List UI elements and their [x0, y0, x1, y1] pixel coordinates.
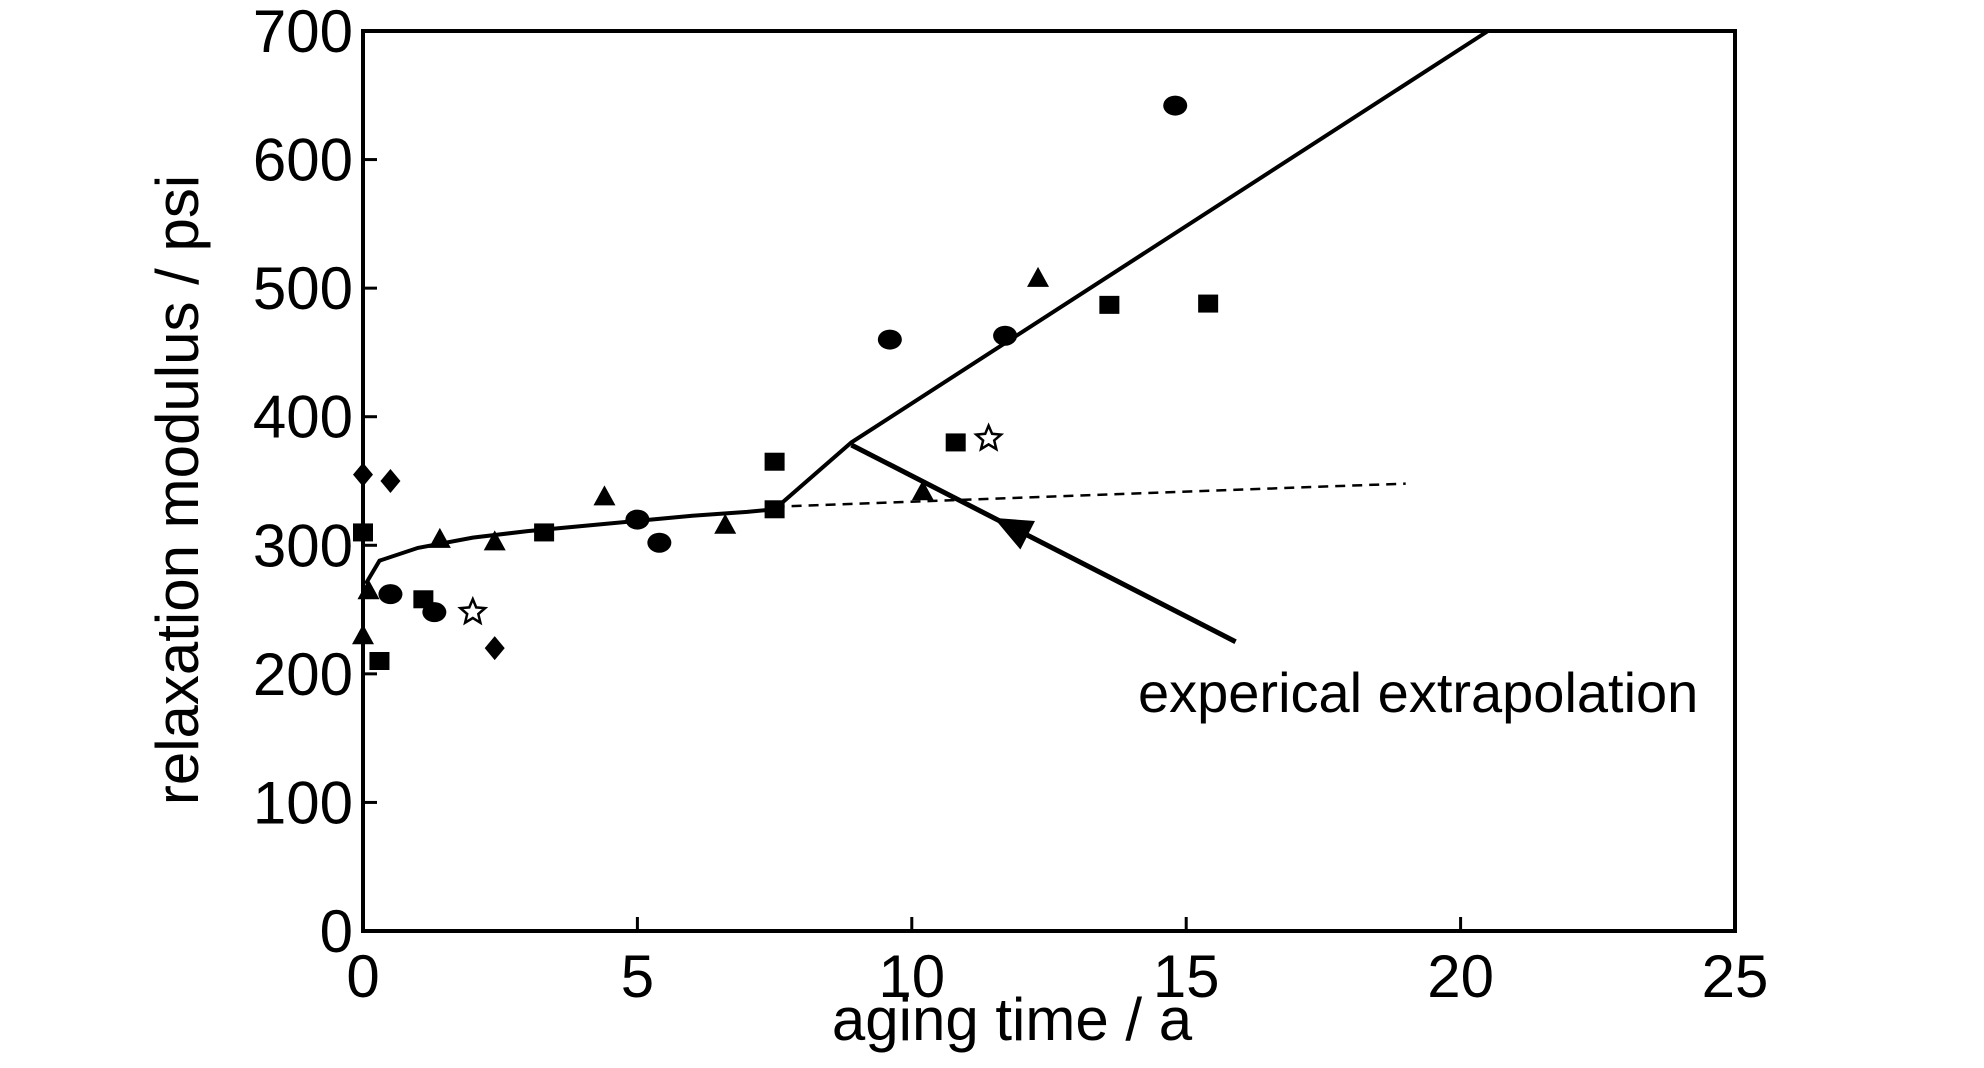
x-tick-label: 10 [878, 943, 945, 1010]
data-point-square [945, 433, 966, 452]
data-point-triangle [714, 513, 737, 534]
data-point-square [534, 523, 555, 542]
annotation-label: experical extrapolation [1138, 661, 1698, 724]
data-point-circle [378, 584, 403, 605]
x-tick-label: 5 [621, 943, 654, 1010]
data-point-square [764, 452, 785, 471]
data-point-square [1099, 295, 1120, 314]
dashed-trend-line [774, 482, 1406, 508]
data-point-circle [993, 325, 1018, 346]
annotations: experical extrapolation [850, 442, 1698, 724]
data-markers [352, 95, 1219, 670]
data-point-triangle [357, 579, 380, 600]
data-point-triangle [911, 480, 934, 501]
data-point-circle [647, 532, 672, 553]
data-point-square [353, 523, 373, 542]
annotation-arrowhead [993, 517, 1035, 550]
data-point-diamond [353, 462, 373, 487]
data-point-square [764, 500, 785, 519]
x-tick-label: 0 [346, 943, 379, 1010]
plot-frame [361, 29, 1737, 933]
data-point-triangle [352, 624, 374, 645]
data-point-triangle [483, 530, 506, 551]
data-point-square [369, 652, 390, 670]
data-point-circle [877, 329, 902, 350]
data-point-triangle [1027, 266, 1050, 287]
fit-lines [363, 29, 1490, 585]
data-point-circle [625, 509, 650, 530]
y-tick-label: 300 [253, 512, 353, 579]
data-point-triangle [593, 485, 616, 506]
x-tick-label: 25 [1702, 943, 1769, 1010]
y-tick-label: 200 [253, 641, 353, 708]
ticks: 0 5 10 15 20 25 0 100 200 300 400 500 600 700 [253, 0, 1768, 1010]
x-tick-label: 15 [1153, 943, 1220, 1010]
y-tick-label: 100 [253, 769, 353, 836]
data-point-circle [422, 602, 447, 623]
data-point-square [1198, 294, 1219, 313]
annotation-arrow [850, 442, 1237, 644]
y-tick-label: 0 [320, 898, 353, 965]
fit-line [363, 29, 1490, 585]
x-axis-label: aging time / a [832, 986, 1193, 1053]
y-tick-label: 600 [253, 127, 353, 194]
data-point-circle [1163, 95, 1188, 116]
y-axis-label: relaxation modulus / psi [144, 175, 211, 805]
data-point-star [973, 422, 1005, 452]
y-tick-label: 700 [253, 0, 353, 65]
data-point-diamond [380, 469, 401, 493]
data-point-triangle [428, 527, 451, 548]
y-tick-label: 500 [253, 255, 353, 322]
x-tick-label: 20 [1427, 943, 1494, 1010]
data-point-star [457, 595, 489, 626]
data-point-diamond [484, 636, 505, 661]
y-tick-label: 400 [253, 384, 353, 451]
